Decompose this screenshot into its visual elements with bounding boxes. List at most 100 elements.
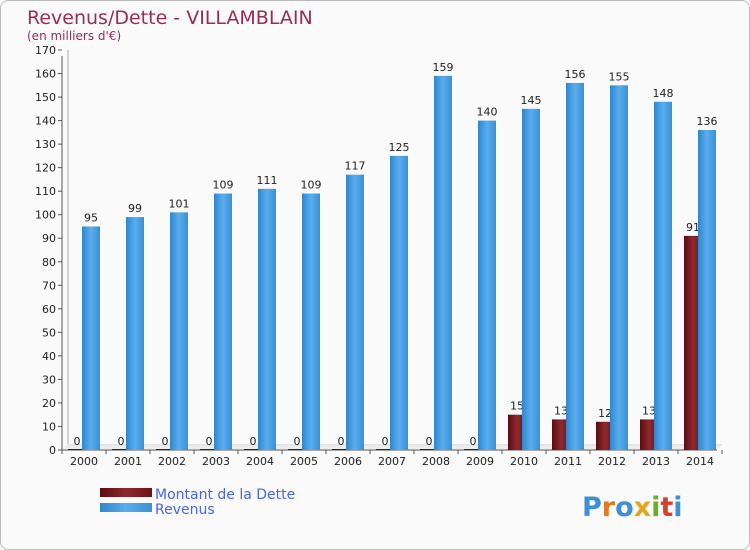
y-tick-label: 170	[35, 44, 56, 57]
y-tick-label: 70	[42, 279, 56, 292]
bar-dette	[464, 449, 482, 450]
x-tick-label: 2013	[642, 455, 670, 468]
value-label-dette: 13	[554, 404, 568, 417]
x-tick-label: 2008	[422, 455, 450, 468]
y-tick-label: 20	[42, 397, 56, 410]
value-label-dette: 0	[206, 435, 213, 448]
proxiti-logo: Proxiti	[582, 492, 683, 523]
value-label-revenus: 140	[477, 106, 498, 119]
bar-revenus	[610, 85, 628, 450]
y-tick-label: 30	[42, 373, 56, 386]
bar-revenus	[82, 226, 100, 450]
bar-revenus	[258, 188, 276, 450]
value-label-dette: 0	[118, 435, 125, 448]
svg-text:Proxiti: Proxiti	[582, 492, 683, 523]
value-label-revenus: 109	[301, 179, 322, 192]
y-tick-label: 130	[35, 138, 56, 151]
bar-revenus	[214, 193, 232, 450]
bar-dette	[200, 449, 218, 450]
bar-revenus	[566, 82, 584, 451]
x-tick-label: 2005	[290, 455, 318, 468]
value-label-dette: 0	[294, 435, 301, 448]
legend: Montant de la Dette Revenus	[100, 487, 295, 518]
bars-group: 0 95 0 99 0 101 0 109 0 111 0 109 0 117 0 125 0 159 0 140 15…	[68, 61, 718, 451]
bar-dette	[640, 419, 658, 450]
value-label-dette: 91	[686, 221, 700, 234]
bar-revenus	[654, 101, 672, 450]
bar-revenus	[126, 217, 144, 450]
value-label-dette: 0	[470, 435, 477, 448]
value-label-revenus: 101	[169, 197, 190, 210]
x-tick-label: 2001	[114, 455, 142, 468]
legend-swatch-revenus	[100, 503, 152, 512]
y-tick-label: 0	[49, 444, 56, 457]
bar-dette	[68, 449, 86, 450]
bar-dette	[684, 235, 702, 450]
bar-dette	[332, 449, 350, 450]
value-label-dette: 0	[74, 435, 81, 448]
x-tick-label: 2011	[554, 455, 582, 468]
x-tick-label: 2014	[686, 455, 714, 468]
value-label-revenus: 136	[697, 115, 718, 128]
value-label-dette: 0	[250, 435, 257, 448]
chart-subtitle: (en milliers d'€)	[27, 29, 121, 43]
value-label-revenus: 125	[389, 141, 410, 154]
bar-revenus	[302, 193, 320, 450]
value-label-revenus: 109	[213, 179, 234, 192]
value-label-revenus: 159	[433, 61, 454, 74]
bar-revenus	[522, 108, 540, 450]
bar-dette	[244, 449, 262, 450]
value-label-dette: 0	[162, 435, 169, 448]
x-tick-label: 2012	[598, 455, 626, 468]
y-tick-label: 90	[42, 232, 56, 245]
y-axis-ticks: 0 10 20 30 40 50 60 70 80 90 100 110 120 130 140 150 160…	[35, 44, 62, 457]
legend-label-revenus: Revenus	[155, 502, 215, 518]
bar-revenus	[434, 75, 452, 450]
value-label-revenus: 95	[84, 211, 98, 224]
bar-dette	[112, 449, 130, 450]
value-label-revenus: 145	[521, 94, 542, 107]
y-tick-label: 50	[42, 326, 56, 339]
value-label-dette: 0	[382, 435, 389, 448]
value-label-dette: 12	[598, 407, 612, 420]
value-label-revenus: 99	[128, 202, 142, 215]
bar-dette	[156, 449, 174, 450]
bar-dette	[508, 414, 526, 450]
y-tick-label: 40	[42, 350, 56, 363]
x-tick-label: 2002	[158, 455, 186, 468]
bar-revenus	[478, 120, 496, 451]
x-tick-label: 2006	[334, 455, 362, 468]
value-label-revenus: 155	[609, 70, 630, 83]
x-tick-label: 2004	[246, 455, 274, 468]
y-tick-label: 60	[42, 303, 56, 316]
legend-label-debt: Montant de la Dette	[155, 487, 295, 503]
bar-dette	[420, 449, 438, 450]
chart-title: Revenus/Dette - VILLAMBLAIN	[27, 7, 313, 29]
bar-dette	[552, 419, 570, 450]
y-tick-label: 100	[35, 209, 56, 222]
bar-revenus	[390, 155, 408, 450]
y-tick-label: 80	[42, 256, 56, 269]
x-axis-ticks: 2000 2001 2002 2003 2004 2005 2006 2007 2008 2009…	[61, 450, 723, 468]
bar-dette	[288, 449, 306, 450]
y-tick-label: 160	[35, 68, 56, 81]
x-tick-label: 2007	[378, 455, 406, 468]
y-tick-label: 110	[35, 185, 56, 198]
x-tick-label: 2000	[70, 455, 98, 468]
x-tick-label: 2003	[202, 455, 230, 468]
bar-revenus	[170, 212, 188, 450]
legend-swatch-debt	[100, 488, 152, 497]
bar-dette	[596, 421, 614, 450]
x-tick-label: 2009	[466, 455, 494, 468]
y-tick-label: 120	[35, 162, 56, 175]
value-label-dette: 0	[426, 435, 433, 448]
value-label-revenus: 148	[653, 87, 674, 100]
y-tick-label: 10	[42, 420, 56, 433]
value-label-dette: 13	[642, 404, 656, 417]
value-label-revenus: 117	[345, 160, 366, 173]
x-tick-label: 2010	[510, 455, 538, 468]
value-label-dette: 15	[510, 400, 524, 413]
y-tick-label: 140	[35, 115, 56, 128]
value-label-revenus: 111	[257, 174, 278, 187]
